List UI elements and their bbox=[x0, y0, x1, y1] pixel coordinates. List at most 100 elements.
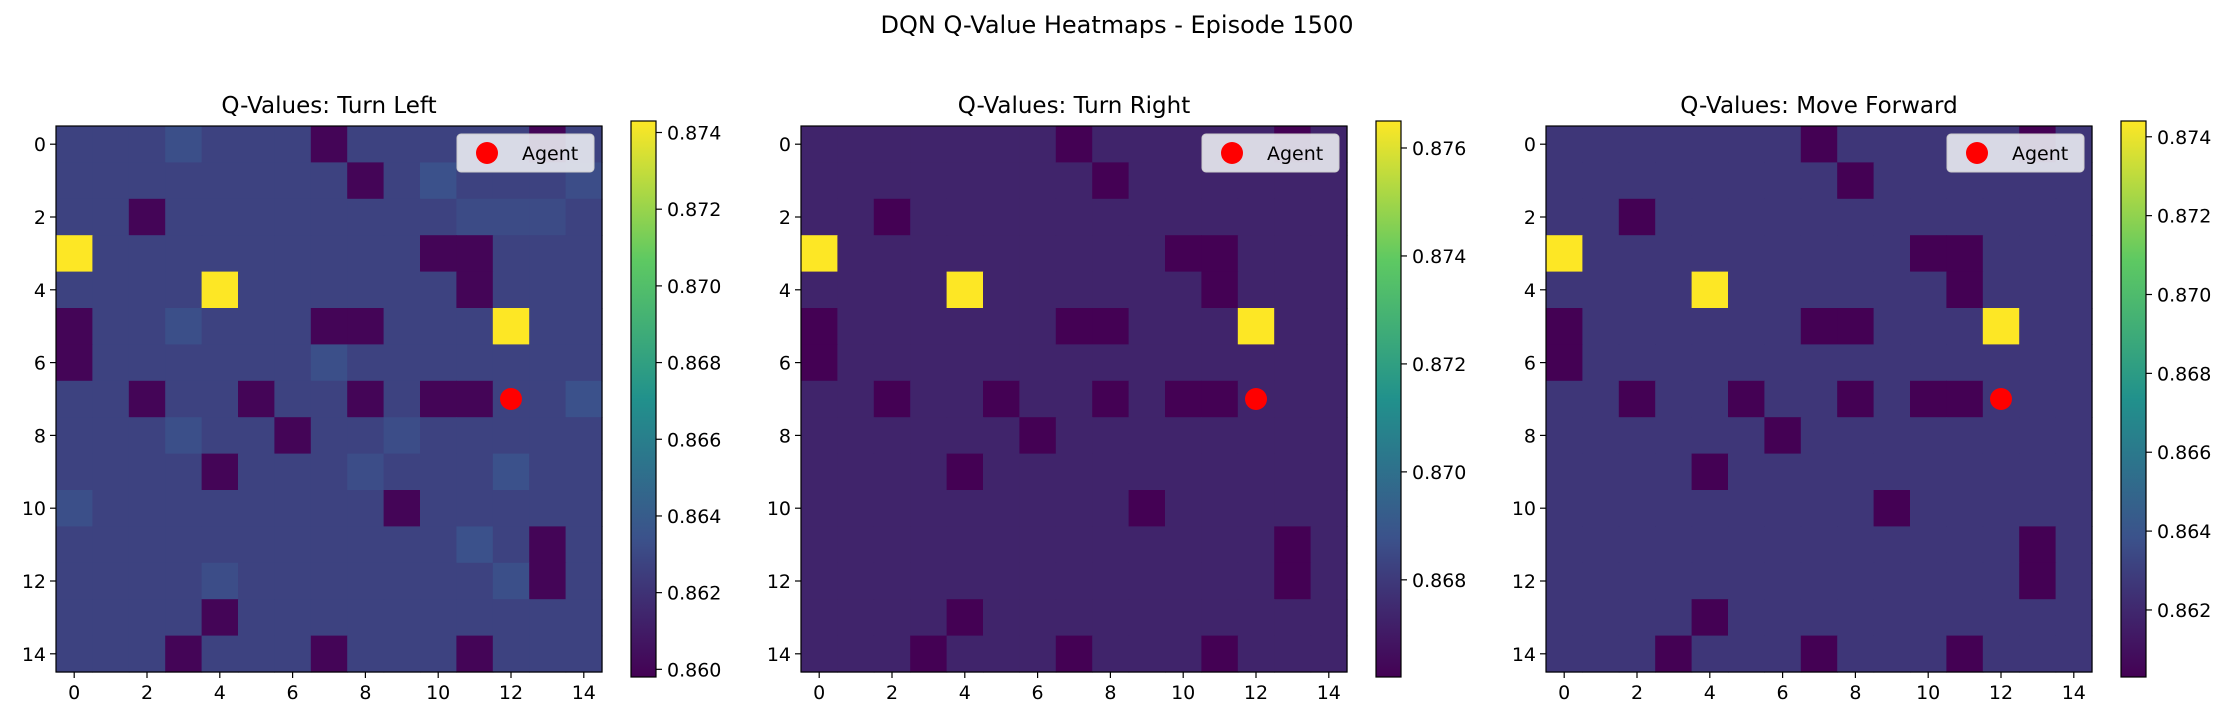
heatmap-cell bbox=[1546, 526, 1583, 564]
heatmap-cell bbox=[1618, 308, 1656, 345]
heatmap-cell bbox=[1165, 308, 1202, 345]
heatmap-cell bbox=[128, 235, 166, 273]
heatmap-cell bbox=[274, 599, 312, 637]
heatmap-cell bbox=[1274, 453, 1312, 491]
heatmap-cell bbox=[1237, 490, 1275, 527]
colorbar-tick-label: 0.862 bbox=[667, 583, 721, 605]
x-tick-label: 0 bbox=[1558, 682, 1570, 704]
heatmap-cell bbox=[56, 635, 93, 673]
heatmap-cell bbox=[2055, 271, 2093, 309]
heatmap-cell bbox=[310, 490, 348, 527]
heatmap-cell bbox=[946, 490, 984, 527]
heatmap-cell bbox=[2019, 417, 2057, 455]
heatmap-cell bbox=[1055, 380, 1093, 418]
heatmap-cell bbox=[492, 599, 530, 637]
heatmap-cell bbox=[1800, 380, 1838, 418]
heatmap-cell bbox=[347, 308, 385, 345]
heatmap-cell bbox=[837, 126, 875, 163]
heatmap-cell bbox=[1873, 271, 1911, 309]
heatmap-cell bbox=[910, 198, 948, 236]
heatmap-cell bbox=[1910, 453, 1947, 491]
heatmap-cell bbox=[1946, 198, 1984, 236]
legend-label: Agent bbox=[2012, 143, 2068, 165]
heatmap-cell bbox=[1274, 526, 1312, 564]
heatmap-cell bbox=[456, 380, 494, 418]
heatmap-cell bbox=[1546, 635, 1583, 673]
heatmap-cell bbox=[1274, 417, 1312, 455]
heatmap-cell bbox=[274, 380, 312, 418]
x-tick-label: 6 bbox=[1032, 682, 1044, 704]
heatmap-cell bbox=[910, 599, 948, 637]
heatmap-cell bbox=[1582, 562, 1620, 600]
heatmap-cell bbox=[801, 162, 838, 200]
heatmap-cell bbox=[128, 599, 166, 637]
x-tick-label: 4 bbox=[214, 682, 226, 704]
heatmap-cell bbox=[128, 526, 166, 564]
heatmap-cell bbox=[238, 162, 275, 200]
heatmap-cell bbox=[565, 635, 603, 673]
heatmap-cell bbox=[1691, 380, 1729, 418]
heatmap-cell bbox=[2055, 198, 2093, 236]
heatmap-cell bbox=[873, 453, 911, 491]
heatmap-cell bbox=[92, 490, 130, 527]
heatmap-cell bbox=[1055, 235, 1093, 273]
heatmap-cell bbox=[238, 198, 275, 236]
heatmap-cell bbox=[1764, 417, 1802, 455]
heatmap-cell bbox=[347, 453, 385, 491]
heatmap-cell bbox=[274, 635, 312, 673]
heatmap-cell bbox=[837, 490, 875, 527]
heatmap-cell bbox=[1982, 344, 2020, 382]
heatmap-cell bbox=[310, 526, 348, 564]
heatmap-cell bbox=[1201, 344, 1239, 382]
heatmap-cells bbox=[56, 126, 603, 673]
heatmap-cell bbox=[983, 526, 1020, 564]
heatmap-cell bbox=[238, 562, 275, 600]
heatmap-cell bbox=[420, 526, 457, 564]
heatmap-cell bbox=[873, 599, 911, 637]
heatmap-cell bbox=[383, 380, 421, 418]
heatmap-cell bbox=[383, 453, 421, 491]
y-tick-label: 10 bbox=[767, 498, 791, 520]
heatmap-cell bbox=[1274, 198, 1312, 236]
heatmap-cell bbox=[983, 162, 1020, 200]
heatmap-cell bbox=[2055, 562, 2093, 600]
heatmap-cell bbox=[2019, 380, 2057, 418]
heatmap-cell bbox=[1237, 562, 1275, 600]
heatmap-cell bbox=[1274, 635, 1312, 673]
heatmap-cell bbox=[1764, 635, 1802, 673]
heatmap-cell bbox=[1837, 453, 1875, 491]
heatmap-cell bbox=[310, 271, 348, 309]
heatmap-cell bbox=[1546, 162, 1583, 200]
heatmap-cell bbox=[1201, 198, 1239, 236]
heatmap-cell bbox=[1946, 453, 1984, 491]
heatmap-cell bbox=[2055, 453, 2093, 491]
y-tick-label: 12 bbox=[767, 571, 791, 593]
heatmap-cells bbox=[801, 126, 1348, 673]
heatmap-cell bbox=[1728, 490, 1765, 527]
heatmap-cell bbox=[238, 453, 275, 491]
heatmap-cell bbox=[529, 344, 567, 382]
heatmap-cell bbox=[1128, 380, 1166, 418]
colorbar-tick-label: 0.868 bbox=[1412, 570, 1466, 592]
heatmap-cell bbox=[383, 344, 421, 382]
heatmap-cell bbox=[274, 271, 312, 309]
heatmap-cell bbox=[165, 417, 203, 455]
heatmap-cell bbox=[946, 271, 984, 309]
heatmap-cell bbox=[1019, 490, 1057, 527]
heatmap-cell bbox=[1728, 198, 1765, 236]
heatmap-cell bbox=[1618, 562, 1656, 600]
heatmap-cell bbox=[1546, 126, 1583, 163]
heatmap-cell bbox=[946, 417, 984, 455]
heatmap-cell bbox=[1237, 198, 1275, 236]
heatmap-cell bbox=[492, 271, 530, 309]
colorbar-tick-label: 0.874 bbox=[2157, 127, 2211, 149]
heatmap-cell bbox=[56, 526, 93, 564]
heatmap-cell bbox=[565, 380, 603, 418]
heatmap-cell bbox=[1764, 562, 1802, 600]
heatmap-cell bbox=[1655, 562, 1693, 600]
heatmap-cell bbox=[1764, 235, 1802, 273]
heatmap-cell bbox=[238, 344, 275, 382]
legend: Agent bbox=[456, 133, 595, 173]
heatmap-cell bbox=[238, 635, 275, 673]
heatmap-cell bbox=[983, 599, 1020, 637]
